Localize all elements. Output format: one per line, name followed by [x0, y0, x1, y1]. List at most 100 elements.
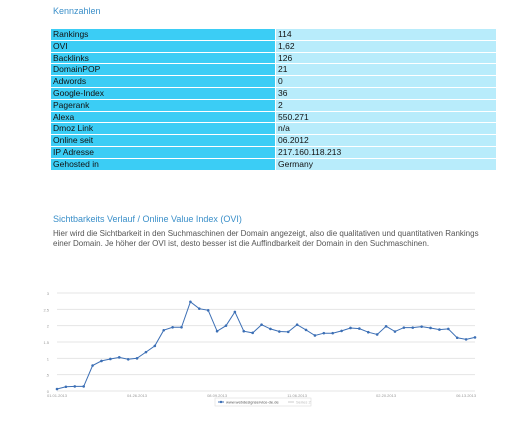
kennzahl-label: IP Adresse: [50, 145, 276, 159]
data-point: [402, 326, 406, 329]
kennzahl-label: Rankings: [50, 28, 276, 41]
y-tick-label: 1: [47, 356, 50, 361]
kennzahl-row: IP Adresse 217.160.118.213: [50, 145, 497, 159]
kennzahl-label: OVI: [50, 39, 276, 53]
kennzahl-label: Backlinks: [50, 51, 276, 65]
kennzahl-row: Pagerank 2: [50, 98, 497, 112]
kennzahl-row: OVI 1,62: [50, 39, 497, 53]
y-tick-label: 0: [47, 389, 50, 394]
x-tick-label: 01.01.2013: [47, 393, 68, 398]
data-point: [171, 326, 174, 329]
kennzahl-label: Google-Index: [50, 86, 276, 100]
data-point: [447, 327, 450, 331]
kennzahl-value: 2: [275, 98, 497, 112]
kennzahl-value: 1,62: [275, 39, 497, 53]
kennzahl-value: 21: [275, 63, 497, 77]
kennzahl-row: DomainPOP 21: [50, 63, 497, 77]
kennzahl-label: Dmoz Link: [50, 122, 276, 136]
y-tick-label: 3: [47, 291, 50, 296]
legend-swatch-marker: [219, 400, 223, 404]
data-point: [464, 338, 468, 341]
kennzahl-row: Gehosted in Germany: [50, 157, 497, 171]
data-point: [411, 326, 415, 329]
data-point: [64, 385, 68, 389]
x-tick-label: 11.06.2013: [287, 393, 307, 398]
legend-box: [214, 397, 312, 407]
legend-label: www.webdesignservice-de.de: [226, 400, 279, 405]
legend-label: Series 2: [296, 400, 311, 405]
data-point: [331, 331, 335, 335]
data-point: [206, 309, 210, 312]
data-point: [117, 356, 121, 359]
ovi-description: Hier wird die Sichtbarkeit in den Suchma…: [53, 229, 479, 249]
ovi-chart: 0 .5 1 1.5 2 2.5 3 01.01.2013 04.26.2013 08.09.20…: [43, 291, 477, 407]
data-point: [420, 325, 423, 328]
data-point: [260, 323, 263, 326]
kennzahl-row: Adwords 0: [50, 75, 497, 88]
data-point: [189, 300, 192, 304]
data-point: [295, 323, 299, 326]
kennzahl-row: Alexa 550.271: [50, 110, 497, 124]
data-point: [153, 344, 157, 348]
data-point: [197, 307, 201, 310]
data-point: [55, 387, 59, 391]
data-point: [91, 364, 94, 367]
data-point: [251, 331, 254, 335]
data-point: [144, 350, 148, 354]
x-tick-label: 06.13.2013: [456, 393, 477, 398]
kennzahl-value: Germany: [275, 157, 497, 171]
x-tick-label: 08.09.2013: [207, 393, 228, 398]
data-point: [340, 329, 343, 333]
y-tick-label: 2: [47, 324, 50, 329]
data-point: [286, 330, 290, 334]
kennzahl-value: 06.2012: [275, 134, 497, 147]
y-tick-label: 1.5: [43, 340, 49, 345]
x-tick-label: 02.20.2013: [376, 393, 397, 398]
kennzahl-row: Rankings 114: [50, 28, 497, 41]
data-point: [322, 331, 326, 335]
data-point: [162, 328, 166, 332]
kennzahlen-heading: Kennzahlen: [53, 6, 101, 16]
data-point: [224, 324, 228, 327]
kennzahl-row: Google-Index 36: [50, 86, 497, 100]
data-point: [313, 334, 317, 337]
kennzahl-label: Online seit: [50, 134, 276, 147]
data-point: [349, 326, 352, 330]
kennzahl-label: DomainPOP: [50, 63, 276, 77]
data-point: [384, 325, 388, 328]
kennzahl-value: 114: [275, 28, 497, 41]
kennzahl-row: Online seit 06.2012: [50, 134, 497, 147]
y-tick-label: 2.5: [43, 307, 49, 312]
kennzahl-row: Backlinks 126: [50, 51, 497, 65]
data-point: [278, 330, 281, 333]
data-point: [455, 336, 459, 340]
kennzahl-value: n/a: [275, 122, 497, 136]
kennzahl-value: 126: [275, 51, 497, 65]
kennzahl-value: 550.271: [275, 110, 497, 124]
kennzahl-label: Pagerank: [50, 98, 276, 112]
data-point: [109, 357, 112, 361]
data-point: [233, 310, 237, 314]
data-point: [358, 327, 361, 330]
data-point: [429, 326, 432, 330]
x-tick-label: 04.26.2013: [127, 393, 148, 398]
data-point: [82, 385, 85, 388]
data-point: [215, 329, 219, 333]
data-point: [73, 385, 77, 388]
data-point: [393, 330, 397, 333]
data-point: [438, 328, 441, 331]
data-point: [180, 326, 183, 329]
data-point: [135, 357, 139, 360]
data-point: [242, 329, 246, 333]
kennzahl-label: Adwords: [50, 75, 276, 88]
series-line: [56, 300, 476, 390]
kennzahlen-table: Rankings 114 OVI 1,62 Backlinks 126 DomainPOP 2…: [50, 28, 497, 171]
ovi-heading: Sichtbarkeits Verlauf / Online Value Ind…: [53, 214, 242, 224]
data-point: [366, 330, 370, 334]
data-point: [473, 336, 477, 339]
data-point: [126, 358, 130, 361]
y-tick-label: .5: [46, 373, 50, 378]
kennzahl-value: 0: [275, 75, 497, 88]
data-point: [269, 327, 272, 331]
data-point: [304, 328, 308, 332]
